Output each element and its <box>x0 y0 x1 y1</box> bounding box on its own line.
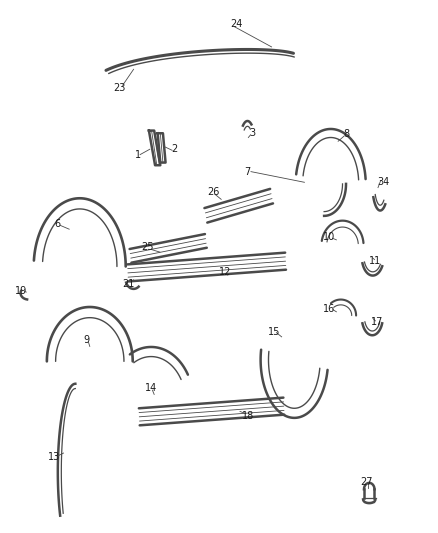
Text: 34: 34 <box>377 177 389 187</box>
Text: 27: 27 <box>360 478 372 487</box>
Text: 26: 26 <box>207 187 219 197</box>
Text: 23: 23 <box>113 83 125 93</box>
Text: 18: 18 <box>242 411 254 421</box>
Text: 2: 2 <box>171 144 177 154</box>
Text: 1: 1 <box>135 150 141 159</box>
Text: 9: 9 <box>84 335 90 345</box>
Text: 8: 8 <box>344 130 350 139</box>
Text: 17: 17 <box>371 318 384 327</box>
Text: 19: 19 <box>15 286 27 296</box>
Text: 13: 13 <box>48 452 60 462</box>
Text: 14: 14 <box>145 383 157 393</box>
Text: 15: 15 <box>268 327 280 336</box>
Text: 3: 3 <box>250 128 256 138</box>
Text: 24: 24 <box>230 19 243 29</box>
Text: 16: 16 <box>323 304 336 314</box>
Text: 25: 25 <box>141 243 154 252</box>
Text: 21: 21 <box>122 279 134 288</box>
Text: 11: 11 <box>369 256 381 266</box>
Text: 12: 12 <box>219 267 231 277</box>
Text: 6: 6 <box>54 219 60 229</box>
Text: 10: 10 <box>323 232 336 242</box>
Text: 7: 7 <box>244 167 251 176</box>
